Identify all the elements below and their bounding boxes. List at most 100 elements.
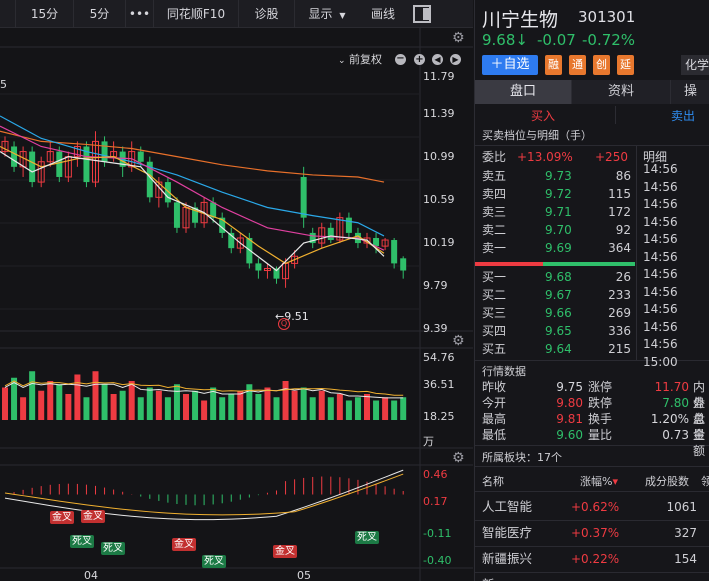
tag-connect[interactable]: 通 xyxy=(569,55,586,75)
pan-left-icon[interactable]: ◀ xyxy=(432,54,443,65)
candle-body-down xyxy=(228,232,235,249)
tag-chinext[interactable]: 创 xyxy=(593,55,610,75)
price-tick: 9.79 xyxy=(423,279,448,292)
volume-bar xyxy=(29,371,36,420)
sector-header-pct[interactable]: 涨幅%▾ xyxy=(580,473,618,489)
quote-panel: 川宁生物 301301 9.68↓ -0.07 -0.72% ＋自选 融 通 创… xyxy=(474,0,709,581)
volume-bar xyxy=(364,393,370,420)
macd-cross-marker: 金叉 xyxy=(50,511,74,524)
low-price-flag[interactable]: Q xyxy=(278,318,290,330)
volume-bar xyxy=(228,393,235,420)
down-arrow-icon: ↓ xyxy=(515,31,528,49)
fullscreen-toggle-icon[interactable] xyxy=(413,4,431,23)
tab-orderbook[interactable]: 盘口 xyxy=(475,80,571,104)
sector-header-name[interactable]: 名称 xyxy=(482,475,504,488)
toolbar-item-cut[interactable] xyxy=(0,0,16,28)
buy-button[interactable]: 买入 xyxy=(531,109,556,123)
detail-time: 14:56 xyxy=(643,249,678,264)
chevron-down-icon: ⌄ xyxy=(338,56,346,66)
quote-value: 0.73 xyxy=(662,428,689,442)
display-menu[interactable]: 显示 ▼ xyxy=(295,0,359,28)
bid-level-label: 买一 xyxy=(482,270,507,284)
volume-bar xyxy=(183,393,189,420)
sector-title: 所属板块：17个 xyxy=(482,451,562,464)
detail-time: 14:56 xyxy=(643,319,678,334)
ask-level-price[interactable]: 9.72 xyxy=(545,187,572,201)
period-15min-button[interactable]: 15分 xyxy=(16,0,74,28)
chart-panel: ⚙ ⚙ ⚙ ⌄ 前复权 − + ◀ ▶ 5 11.79 11.39 10.99 … xyxy=(0,28,473,581)
sector-name[interactable]: 新 xyxy=(482,576,495,581)
add-watchlist-button[interactable]: ＋自选 xyxy=(482,55,538,75)
diagnose-button[interactable]: 诊股 xyxy=(239,0,295,28)
volume-bar xyxy=(146,387,153,420)
quote-key: 最高 xyxy=(482,412,507,426)
ask-level-price[interactable]: 9.71 xyxy=(545,205,572,219)
candle-body-down xyxy=(11,146,18,167)
quote-value: 9.60 xyxy=(556,428,583,442)
kline-settings-gear-icon[interactable]: ⚙ xyxy=(452,30,465,46)
ask-level-label: 卖一 xyxy=(482,241,507,255)
bid-level-label: 买二 xyxy=(482,288,507,302)
sell-button[interactable]: 卖出 xyxy=(671,109,696,123)
sector-header-count[interactable]: 成分股数 xyxy=(645,475,689,488)
draw-button[interactable]: 画线 xyxy=(371,6,396,21)
candle-body-down xyxy=(400,258,407,271)
bid-level-price[interactable]: 9.65 xyxy=(545,324,572,338)
ask-level-price[interactable]: 9.70 xyxy=(545,223,572,237)
sector-name[interactable]: 智能医疗 xyxy=(482,525,533,540)
macd-tick: -0.40 xyxy=(423,554,452,567)
candle-body-down xyxy=(146,161,153,198)
bid-level-price[interactable]: 9.68 xyxy=(545,270,572,284)
volume-settings-gear-icon[interactable]: ⚙ xyxy=(452,333,465,349)
candle-body-down xyxy=(255,263,262,271)
kline-chart[interactable] xyxy=(0,28,473,581)
zoom-out-icon[interactable]: − xyxy=(395,53,406,65)
stock-name: 川宁生物 xyxy=(482,9,559,31)
macd-cross-marker: 死叉 xyxy=(101,542,125,555)
more-periods-button[interactable]: ••• xyxy=(126,0,154,28)
sector-count: 154 xyxy=(674,552,697,566)
candle-body-down xyxy=(246,237,253,264)
volume-bar xyxy=(101,384,108,420)
bid-level-price[interactable]: 9.67 xyxy=(545,288,572,302)
f10-button[interactable]: 同花顺F10 xyxy=(154,0,239,28)
ask-level-price[interactable]: 9.73 xyxy=(545,169,572,183)
bid-level-vol: 26 xyxy=(615,270,631,284)
ask-level-price[interactable]: 9.69 xyxy=(545,241,572,255)
tag-margin[interactable]: 融 xyxy=(545,55,562,75)
depth-bar-ask xyxy=(543,262,635,266)
macd-settings-gear-icon[interactable]: ⚙ xyxy=(452,450,465,466)
panel-tabs: 盘口 资料 操 xyxy=(475,80,709,104)
bid-level-label: 买五 xyxy=(482,342,507,356)
tag-delay[interactable]: 延 xyxy=(617,55,634,75)
candle-body-down xyxy=(173,202,180,228)
detail-time: 14:56 xyxy=(643,214,678,229)
tab-profile[interactable]: 资料 xyxy=(571,80,670,104)
pan-right-icon[interactable]: ▶ xyxy=(450,54,461,65)
orderbook-title: 买卖档位与明细（手） xyxy=(482,129,592,142)
volume-ma10-line xyxy=(4,380,404,396)
depth-bar xyxy=(475,262,635,266)
sector-name[interactable]: 人工智能 xyxy=(482,499,533,514)
sector-chip[interactable]: 化学 xyxy=(681,55,709,75)
tab-ops[interactable]: 操 xyxy=(670,80,709,104)
macd-tick: 0.17 xyxy=(423,495,448,508)
ask-level-vol: 364 xyxy=(608,241,631,255)
macd-dea-line xyxy=(4,473,404,516)
detail-column-divider xyxy=(636,146,637,360)
ask-level-label: 卖二 xyxy=(482,223,507,237)
adjust-selector[interactable]: ⌄ 前复权 xyxy=(338,51,382,67)
volume-bar xyxy=(327,397,334,420)
sector-name[interactable]: 新疆振兴 xyxy=(482,551,533,566)
zoom-in-icon[interactable]: + xyxy=(414,54,425,65)
bid-level-price[interactable]: 9.66 xyxy=(545,306,572,320)
candle-body-up xyxy=(1,140,9,153)
candle-body-up xyxy=(291,255,299,264)
volume-bar xyxy=(210,387,217,420)
period-toolbar: 15分 5分 ••• 同花顺F10 诊股 显示 ▼ 画线 xyxy=(0,0,473,28)
period-5min-button[interactable]: 5分 xyxy=(74,0,126,28)
bid-level-price[interactable]: 9.64 xyxy=(545,342,572,356)
macd-tick: -0.11 xyxy=(423,527,452,540)
volume-ma5-line xyxy=(4,382,404,399)
sector-header-lead[interactable]: 领 xyxy=(701,473,709,489)
